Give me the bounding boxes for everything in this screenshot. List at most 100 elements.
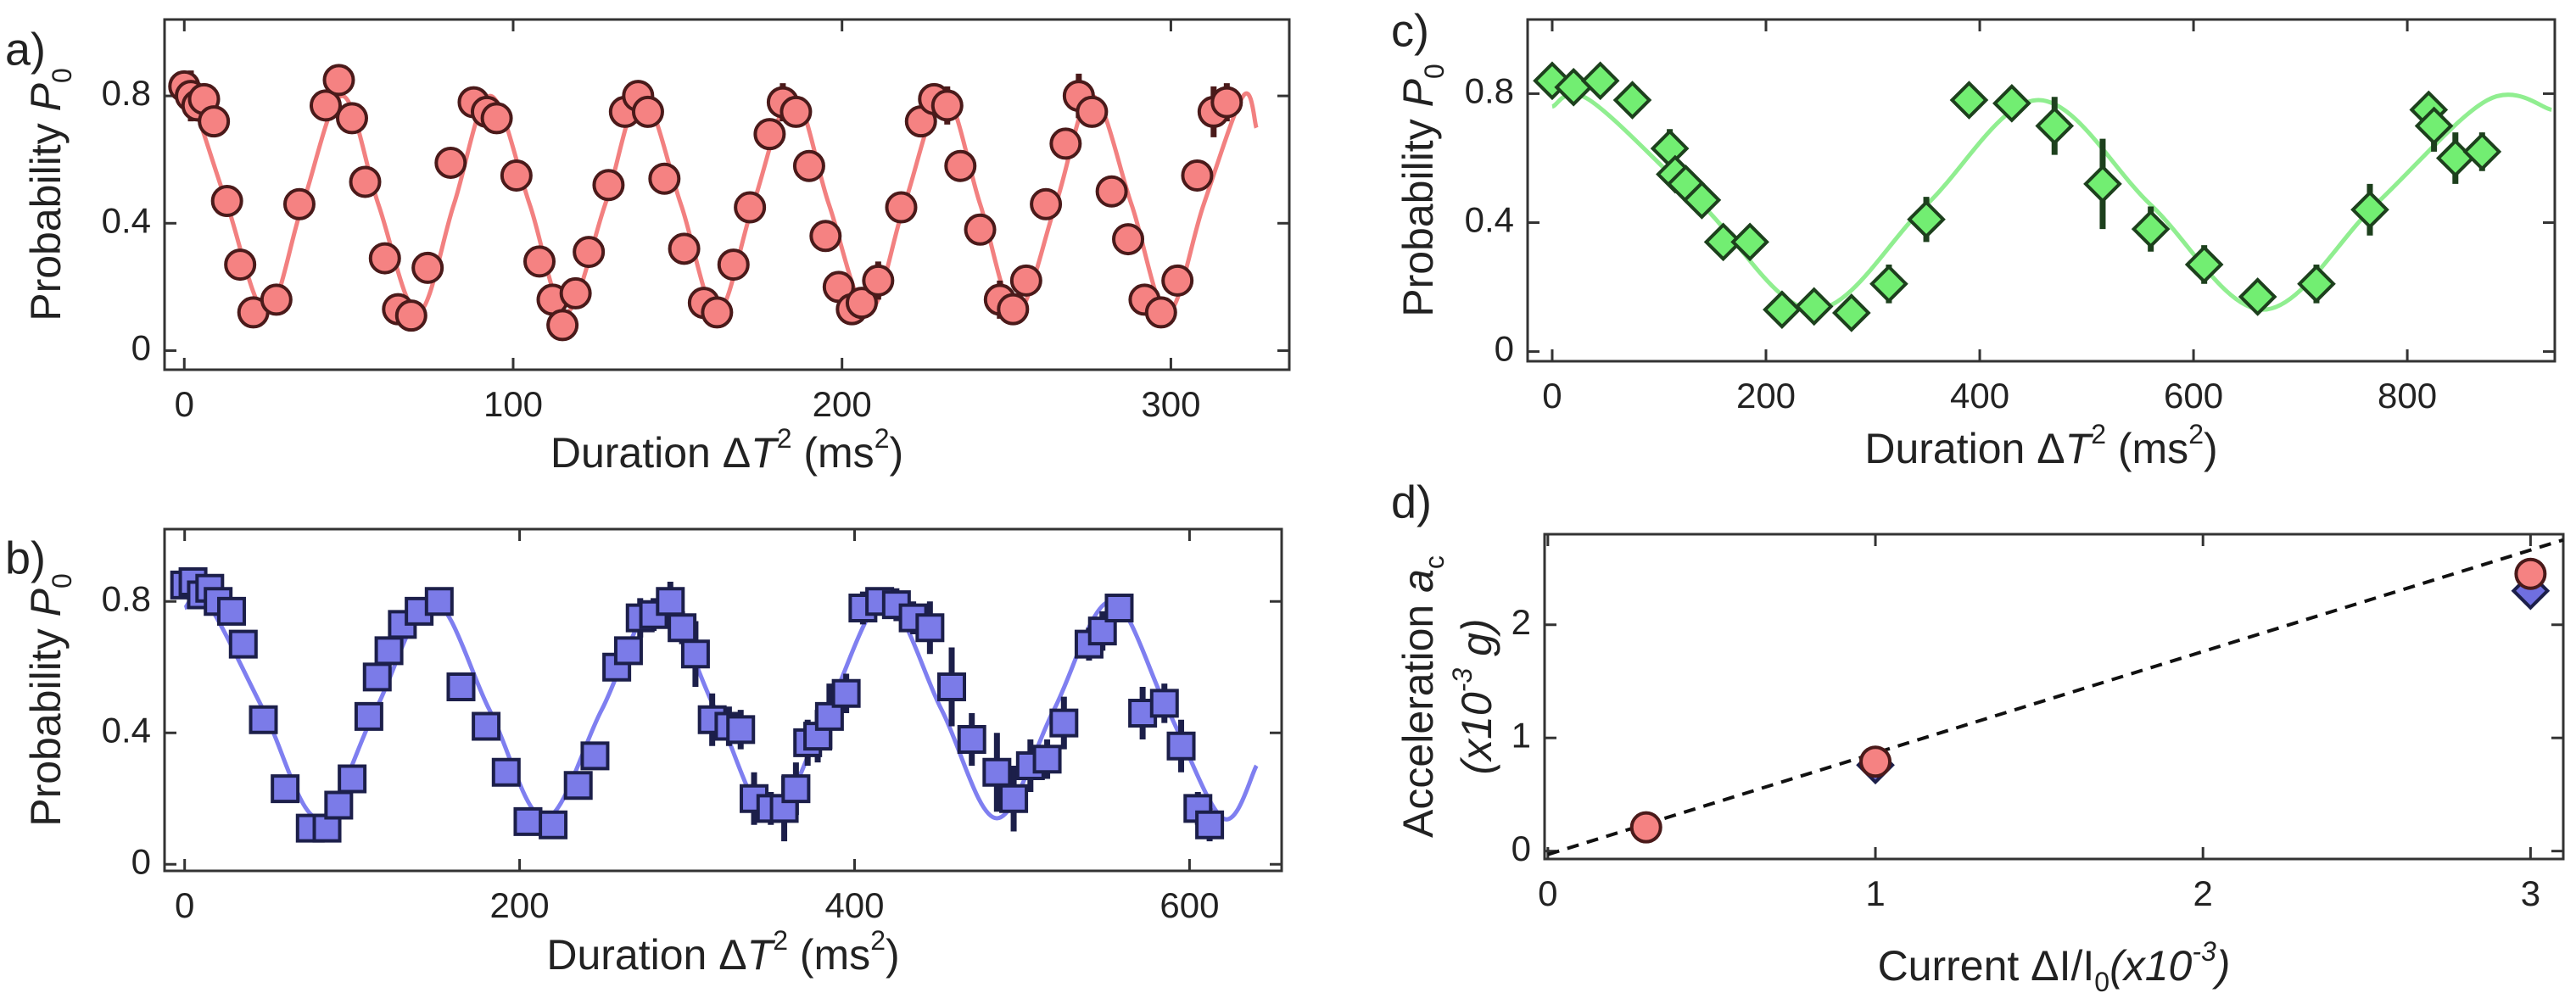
x-axis-label: Duration ΔT2 (ms2) [550, 423, 903, 477]
plot-frame [163, 527, 1283, 873]
x-label-part: 0 [2094, 967, 2109, 997]
marker [224, 248, 257, 282]
x-label-part: Duration Δ [1864, 425, 2065, 472]
marker [210, 185, 243, 218]
marker [1112, 223, 1145, 256]
marker [539, 810, 568, 839]
x-label-part: T [2065, 425, 2094, 472]
marker [1869, 264, 1908, 304]
x-tick-label: 400 [1950, 376, 2009, 416]
marker [546, 309, 579, 342]
marker [1030, 187, 1063, 220]
marker [368, 242, 401, 275]
x-axis-label: Current ΔI/I0(x10-3) [1878, 936, 2231, 997]
y-label-part: Probability [1394, 107, 1442, 316]
marker [631, 95, 664, 128]
x-tick-label: 800 [2378, 376, 2437, 416]
x-label-part: (ms [791, 429, 874, 477]
marker [1166, 731, 1196, 761]
y-label-part: Probability [22, 616, 70, 826]
y-label-part: 0 [1419, 64, 1450, 79]
marker [592, 169, 625, 202]
y-tick-label: 0 [1512, 828, 1531, 868]
x-tick-label: 400 [824, 885, 884, 925]
marker [324, 790, 354, 820]
x-label-part: Duration Δ [546, 931, 746, 979]
marker [2350, 190, 2389, 230]
y-tick-label: 0.4 [1465, 200, 1514, 240]
dashed-line [1547, 538, 2564, 856]
marker [2462, 132, 2502, 171]
marker [937, 672, 967, 701]
marker [680, 639, 710, 669]
marker [1580, 61, 1620, 101]
marker [2435, 138, 2475, 178]
marker [312, 813, 342, 843]
panel-label: a) [5, 24, 46, 75]
marker [1703, 222, 1743, 262]
marker [2514, 557, 2547, 590]
x-label-part: (x10 [2109, 942, 2192, 990]
marker [1076, 95, 1109, 128]
marker [668, 613, 697, 643]
marker [2184, 245, 2224, 284]
marker [831, 678, 861, 708]
y-label-part: P [22, 588, 70, 616]
marker [513, 806, 543, 836]
marker [1210, 86, 1243, 119]
y-label-part: a [1394, 569, 1442, 593]
x-tick-label: 100 [483, 384, 543, 424]
y-axis-label: Probability P0 [1394, 64, 1450, 317]
marker [753, 118, 786, 151]
x-tick-label: 0 [175, 885, 194, 925]
y-tick-label: 0.4 [102, 200, 151, 240]
marker [1087, 616, 1117, 646]
marker [1612, 81, 1652, 120]
marker [249, 705, 278, 734]
x-label-part: ) [886, 931, 900, 979]
x-tick-label: 300 [1141, 384, 1200, 424]
x-tick-label: 200 [1736, 376, 1796, 416]
marker [1907, 199, 1946, 239]
x-axis-label: Duration ΔT2 (ms2) [1864, 419, 2217, 472]
x-label-part: (ms [788, 931, 870, 979]
x-label-part: T [747, 931, 776, 979]
marker [862, 264, 895, 297]
x-label-part: 2 [773, 925, 788, 956]
x-tick-label: 200 [490, 885, 550, 925]
y-axis-label: Probability P0 [22, 68, 77, 321]
marker [915, 613, 945, 643]
x-label-part: ) [2204, 425, 2218, 472]
marker [944, 149, 977, 182]
x-label-part: 2 [777, 423, 792, 454]
marker [648, 162, 681, 195]
marker [446, 672, 476, 701]
marker [613, 636, 643, 666]
x-axis-label: Duration ΔT2 (ms2) [546, 925, 899, 979]
x-label-part: -3 [2192, 936, 2216, 967]
marker [1104, 594, 1134, 622]
marker [309, 89, 342, 122]
y-tick-label: 0.8 [1465, 71, 1514, 111]
marker [2414, 106, 2454, 146]
marker [271, 774, 300, 804]
marker [2131, 209, 2171, 248]
marker [411, 251, 444, 284]
x-label-part: 2 [2188, 419, 2204, 449]
x-label-part: 2 [2091, 419, 2106, 449]
panel-label: d) [1391, 477, 1432, 527]
marker [734, 191, 767, 224]
x-tick-label: 0 [1542, 376, 1562, 416]
marker [701, 296, 734, 329]
marker [472, 711, 501, 741]
marker [1682, 181, 1722, 220]
marker [374, 636, 404, 666]
marker [362, 662, 392, 692]
y-tick-label: 2 [1512, 602, 1531, 642]
x-label-part: 2 [874, 423, 890, 454]
marker [1161, 264, 1194, 297]
marker [1149, 689, 1179, 718]
x-tick-label: 2 [2193, 873, 2213, 913]
